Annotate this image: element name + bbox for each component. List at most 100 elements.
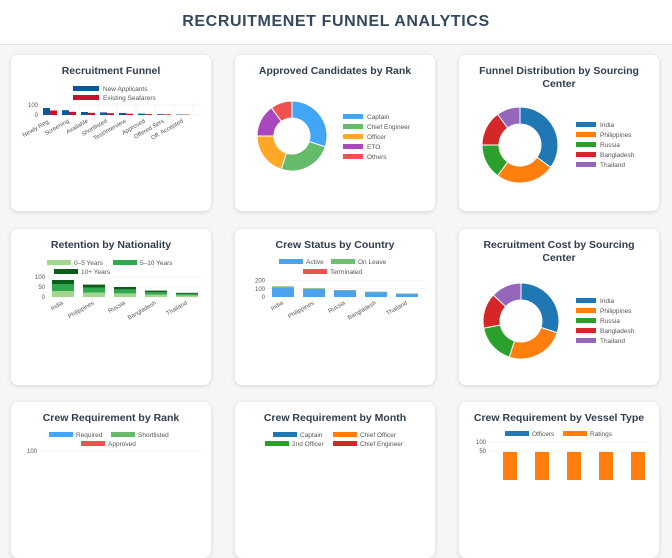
x-tick-label: Thailand <box>166 301 189 318</box>
legend-swatch <box>333 432 357 437</box>
legend-swatch <box>576 298 596 303</box>
bar <box>334 290 356 297</box>
bar <box>567 452 581 480</box>
x-tick-label: Philippines <box>287 301 315 321</box>
pie-slice <box>257 136 286 169</box>
pie-slice <box>521 283 559 333</box>
legend-label: Philippines <box>600 132 632 139</box>
legend-swatch <box>343 124 363 129</box>
legend-swatch <box>73 86 99 91</box>
bar <box>599 452 613 480</box>
y-tick-label: 0 <box>262 295 266 301</box>
bar <box>114 289 136 293</box>
legend-label: Shortlisted <box>138 432 169 439</box>
bar <box>83 293 105 297</box>
legend-swatch <box>265 441 289 446</box>
bar <box>145 291 167 293</box>
bar <box>631 452 645 480</box>
bar <box>272 287 294 297</box>
bar <box>119 113 126 115</box>
legend-label: Thailand <box>600 338 625 345</box>
legend-swatch <box>576 308 596 313</box>
bar <box>43 108 50 115</box>
bar <box>176 293 198 294</box>
legend-swatch <box>343 114 363 119</box>
bar <box>100 112 107 115</box>
legend-label: Philippines <box>600 308 632 315</box>
legend-swatch <box>576 338 596 343</box>
x-tick-label: Bangladesh <box>127 301 157 322</box>
bar <box>535 452 549 480</box>
page-header: RECRUITMENET FUNNEL ANALYTICS <box>0 0 672 45</box>
legend-swatch <box>333 441 357 446</box>
pie-slice <box>484 325 515 357</box>
bar <box>157 114 164 115</box>
legend-label: Ratings <box>590 431 613 438</box>
legend-swatch <box>576 328 596 333</box>
legend-swatch <box>563 431 587 436</box>
legend-label: India <box>600 122 614 129</box>
card-funnel-by-sourcing: Funnel Distribution by Sourcing Center I… <box>459 55 659 211</box>
legend-swatch <box>54 269 78 274</box>
legend-swatch <box>47 260 71 265</box>
card-recruitment-cost: Recruitment Cost by Sourcing Center Indi… <box>459 229 659 385</box>
legend-label: Russia <box>600 318 620 325</box>
legend-swatch <box>576 142 596 147</box>
pie-slice <box>509 327 557 359</box>
legend-label: Chief Officer <box>360 432 397 439</box>
bar <box>272 287 294 288</box>
legend-label: New Applicants <box>103 86 148 93</box>
legend-swatch <box>279 259 303 264</box>
card-req-by-vessel: Crew Requirement by Vessel Type Officers… <box>459 402 659 558</box>
legend-swatch <box>343 144 363 149</box>
legend-label: 5–10 Years <box>140 260 173 267</box>
bar <box>138 114 145 115</box>
y-tick-label: 0 <box>42 295 46 301</box>
y-tick-label: 50 <box>38 285 45 291</box>
x-tick-label: Philippines <box>67 301 95 321</box>
bar <box>126 114 133 115</box>
legend-swatch <box>303 269 327 274</box>
legend-label: India <box>600 298 614 305</box>
legend-label: Active <box>306 259 324 266</box>
y-tick-label: 100 <box>35 275 46 281</box>
bar <box>88 113 95 115</box>
y-tick-label: 0 <box>35 113 39 119</box>
bar <box>176 295 198 297</box>
x-tick-label: India <box>50 300 65 312</box>
pie-slice <box>281 142 325 171</box>
legend-label: Required <box>76 432 103 439</box>
legend-swatch <box>81 441 105 446</box>
x-tick-label: India <box>270 300 285 312</box>
x-tick-label: Bangladesh <box>347 301 377 322</box>
bar <box>176 115 183 116</box>
legend-swatch <box>111 432 135 437</box>
legend-swatch <box>576 318 596 323</box>
bar <box>164 114 171 115</box>
bar <box>145 292 167 294</box>
legend-swatch <box>331 259 355 264</box>
bar <box>365 292 387 297</box>
legend-label: Chief Engineer <box>360 441 404 448</box>
recruitment-cost-chart: India Philippines Russia Bangladesh Thailand <box>459 229 659 385</box>
legend-label: Existing Seafarers <box>103 95 156 102</box>
page-title: RECRUITMENET FUNNEL ANALYTICS <box>0 0 672 44</box>
legend-label: Thailand <box>600 162 625 169</box>
bar <box>107 113 114 115</box>
legend-label: Bangladesh <box>600 328 635 335</box>
legend-label: Officers <box>532 431 555 438</box>
bar <box>52 280 74 284</box>
legend-swatch <box>343 154 363 159</box>
legend-label: 10+ Years <box>81 269 111 276</box>
